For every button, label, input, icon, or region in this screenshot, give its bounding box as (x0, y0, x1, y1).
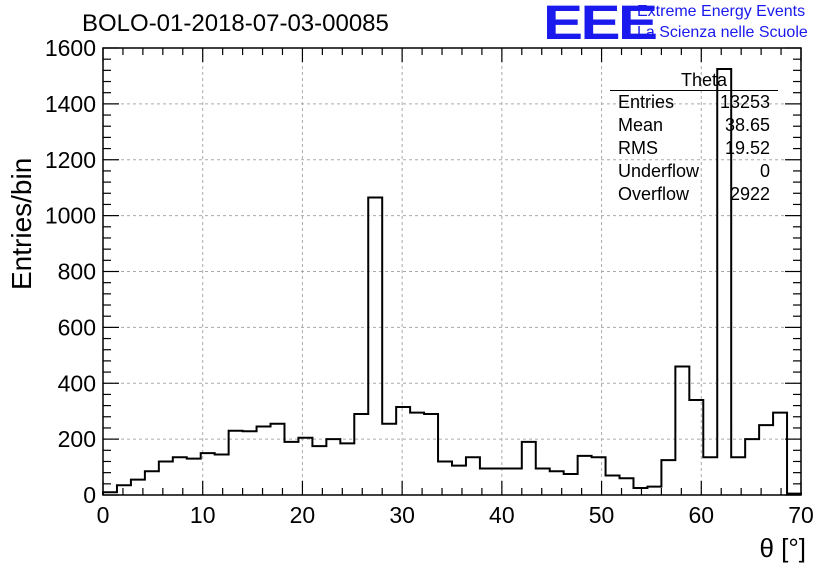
histogram-bin (159, 461, 173, 495)
stats-row-mean: Mean 38.65 (610, 114, 778, 137)
histogram-bin (438, 461, 452, 495)
histogram-bin (731, 457, 745, 495)
histogram-bin (340, 443, 354, 495)
histogram-bin (382, 424, 396, 495)
stats-box: Theta Entries 13253 Mean 38.65 RMS 19.52… (610, 70, 778, 206)
stats-value: 13253 (719, 92, 770, 112)
histogram-bin (298, 438, 312, 495)
stats-value: 2922 (729, 184, 770, 204)
histogram-bin (564, 474, 578, 495)
histogram-bin (661, 460, 675, 495)
y-tick-label: 600 (58, 314, 96, 340)
stats-label: Overflow (618, 184, 690, 204)
x-tick-label: 40 (489, 502, 515, 528)
histogram-bin (592, 457, 606, 495)
y-tick-label: 1200 (45, 147, 96, 173)
histogram-bin (773, 413, 787, 495)
x-tick-label: 20 (290, 502, 316, 528)
histogram-bin (312, 446, 326, 495)
x-tick-label: 30 (389, 502, 415, 528)
histogram-bin (368, 197, 382, 495)
histogram-bin (117, 485, 131, 495)
stats-title: Theta (610, 70, 778, 91)
histogram-bin (522, 442, 536, 495)
stats-row-entries: Entries 13253 (610, 91, 778, 114)
histogram-bin (187, 459, 201, 495)
y-tick-label: 1000 (45, 203, 96, 229)
y-tick-label: 1400 (45, 91, 96, 117)
y-tick-label: 800 (58, 259, 96, 285)
histogram-bin (354, 414, 368, 495)
x-tick-label: 50 (589, 502, 615, 528)
histogram-bin (243, 431, 257, 495)
histogram-bin (326, 439, 340, 495)
histogram-bin (452, 466, 466, 495)
histogram-bin (145, 471, 159, 495)
histogram-bin (424, 414, 438, 495)
histogram-bin (508, 468, 522, 495)
histogram-bin (703, 457, 717, 495)
x-tick-label: 0 (97, 502, 110, 528)
histogram-bin (173, 457, 187, 495)
histogram-bin (675, 366, 689, 495)
y-axis-label: Entries/bin (6, 157, 37, 290)
histogram-bin (578, 456, 592, 495)
histogram-bin (466, 457, 480, 495)
stats-label: Entries (618, 92, 675, 112)
y-tick-label: 200 (58, 426, 96, 452)
y-tick-label: 400 (58, 370, 96, 396)
histogram-bin (759, 425, 773, 495)
stats-row-overflow: Overflow 2922 (610, 183, 778, 206)
histogram-line (102, 67, 802, 495)
histogram-bin (606, 475, 620, 495)
stats-value: 19.52 (724, 138, 770, 158)
logo-subtitle-2: La Scienza nelle Scuole (637, 24, 808, 41)
histogram-bin (745, 439, 759, 495)
histogram-bin (229, 431, 243, 495)
histogram-bin (257, 427, 271, 495)
stats-label: RMS (618, 138, 658, 158)
stats-value: 38.65 (724, 115, 770, 135)
stats-label: Mean (618, 115, 664, 135)
stats-row-rms: RMS 19.52 (610, 137, 778, 160)
chart-title: BOLO-01-2018-07-03-00085 (82, 10, 389, 37)
x-tick-label: 10 (190, 502, 216, 528)
y-tick-label: 1600 (45, 35, 96, 61)
histogram-bin (536, 468, 550, 495)
histogram-bin (271, 424, 285, 495)
histogram-bin (633, 488, 647, 495)
stats-row-underflow: Underflow 0 (610, 160, 778, 183)
histogram-bin (494, 468, 508, 495)
logo-subtitle-1: Extreme Energy Events (637, 3, 806, 20)
y-tick-label: 0 (83, 482, 96, 508)
histogram-bin (647, 487, 661, 495)
stats-value: 0 (759, 161, 770, 181)
x-tick-label: 70 (788, 502, 814, 528)
x-axis-label: θ [°] (759, 533, 806, 563)
eee-logo: EEE (543, 0, 658, 50)
stats-label: Underflow (618, 161, 700, 181)
histogram-bin (689, 400, 703, 495)
histogram-bin (284, 442, 298, 495)
histogram-bin (396, 407, 410, 495)
histogram-bin (215, 454, 229, 495)
histogram-bin (410, 413, 424, 495)
x-tick-label: 60 (688, 502, 714, 528)
